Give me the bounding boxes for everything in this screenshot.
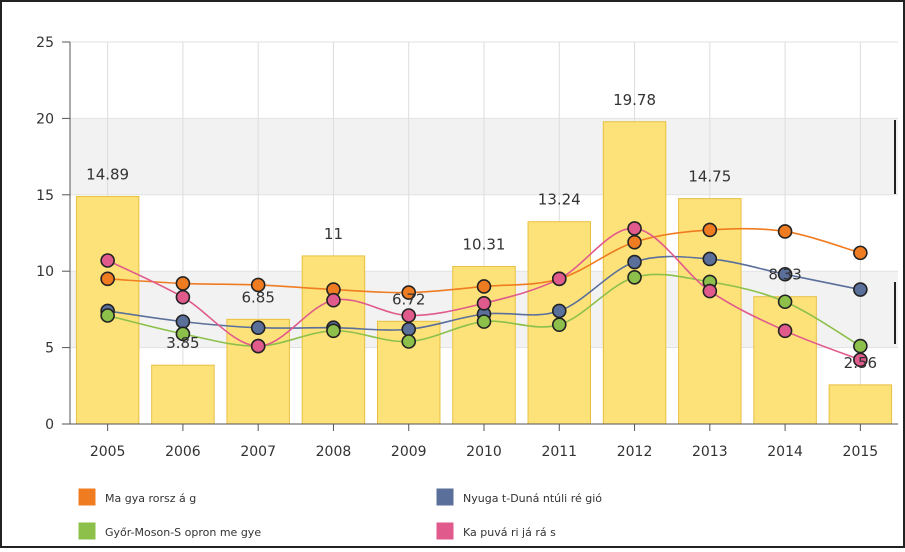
y-tick-label: 0 <box>45 417 54 433</box>
x-tick-label: 2010 <box>466 444 502 460</box>
series-point[interactable] <box>476 314 492 329</box>
legend-label[interactable]: Ka puvá ri já rá s <box>463 526 556 539</box>
series-point[interactable] <box>476 279 492 294</box>
y-tick-label: 25 <box>36 35 54 51</box>
bar-value-label: 13.24 <box>538 191 581 209</box>
series-point[interactable] <box>853 338 868 354</box>
x-tick-label: 2013 <box>692 444 728 460</box>
x-tick-label: 2005 <box>90 444 126 460</box>
bar[interactable] <box>753 296 817 425</box>
series-point[interactable] <box>627 221 642 236</box>
bar[interactable] <box>226 318 290 425</box>
series-point[interactable] <box>777 294 793 310</box>
bar-value-label: 11 <box>324 225 343 243</box>
series-point[interactable] <box>401 334 417 349</box>
series-point[interactable] <box>476 295 492 311</box>
series-point[interactable] <box>551 271 567 287</box>
bar-value-label: 8.33 <box>768 266 801 284</box>
bar-value-label: 6.85 <box>241 288 274 306</box>
y-tick-label: 20 <box>36 111 54 127</box>
series-point[interactable] <box>627 270 642 285</box>
legend-swatch <box>435 521 455 541</box>
legend-label[interactable]: Nyuga t-Duná ntúli ré gió <box>463 492 602 505</box>
x-tick-label: 2011 <box>541 444 577 460</box>
bar-value-label: 14.89 <box>86 165 129 183</box>
series-point[interactable] <box>100 271 115 287</box>
series-point[interactable] <box>401 285 417 300</box>
series-point[interactable] <box>250 277 266 293</box>
y-tick-label: 5 <box>45 341 54 357</box>
bar-value-label: 19.78 <box>613 91 656 109</box>
legend-label[interactable]: Ma gya rorsz á g <box>105 492 196 505</box>
legend-swatch <box>435 487 455 507</box>
series-point[interactable] <box>250 338 266 354</box>
bar[interactable] <box>828 384 893 425</box>
series-point[interactable] <box>627 254 642 270</box>
series-point[interactable] <box>551 317 567 332</box>
bar-value-label: 6.72 <box>392 290 425 308</box>
series-point[interactable] <box>853 282 868 297</box>
series-point[interactable] <box>175 314 191 329</box>
series-point[interactable] <box>175 289 191 305</box>
series-point[interactable] <box>777 323 793 339</box>
bar-value-label: 3.85 <box>166 334 199 352</box>
series-point[interactable] <box>326 323 341 339</box>
legend-swatch <box>77 521 97 541</box>
bar[interactable] <box>151 364 215 425</box>
bar[interactable] <box>301 255 366 425</box>
series-point[interactable] <box>175 276 191 291</box>
series-point[interactable] <box>853 352 868 368</box>
x-tick-label: 2007 <box>240 444 276 460</box>
series-point[interactable] <box>777 266 793 282</box>
x-tick-label: 2008 <box>316 444 352 460</box>
series-point[interactable] <box>175 326 191 342</box>
series-point[interactable] <box>777 224 793 239</box>
x-tick-label: 2006 <box>165 444 201 460</box>
series-point[interactable] <box>326 292 341 308</box>
series-point[interactable] <box>100 308 115 323</box>
x-tick-label: 2015 <box>843 444 879 460</box>
x-tick-label: 2012 <box>617 444 653 460</box>
series-point[interactable] <box>627 234 642 250</box>
y-tick-label: 15 <box>36 188 54 204</box>
series-point[interactable] <box>702 251 718 267</box>
series-point[interactable] <box>551 303 567 319</box>
bar-value-label: 2.56 <box>844 354 877 372</box>
series-point[interactable] <box>250 320 266 336</box>
bar-value-label: 14.75 <box>688 168 731 186</box>
series-point[interactable] <box>702 283 718 299</box>
series-point[interactable] <box>401 308 417 323</box>
legend-label[interactable]: Győr-Moson-S opron me gye <box>105 526 261 539</box>
legend-swatch <box>77 487 97 507</box>
bar-value-label: 10.31 <box>463 235 506 253</box>
series-point[interactable] <box>401 321 417 337</box>
series-point[interactable] <box>853 245 868 261</box>
y-tick-label: 10 <box>36 264 54 280</box>
series-point[interactable] <box>702 222 718 238</box>
series-point[interactable] <box>100 253 115 268</box>
x-tick-label: 2014 <box>767 444 803 460</box>
x-tick-label: 2009 <box>391 444 427 460</box>
